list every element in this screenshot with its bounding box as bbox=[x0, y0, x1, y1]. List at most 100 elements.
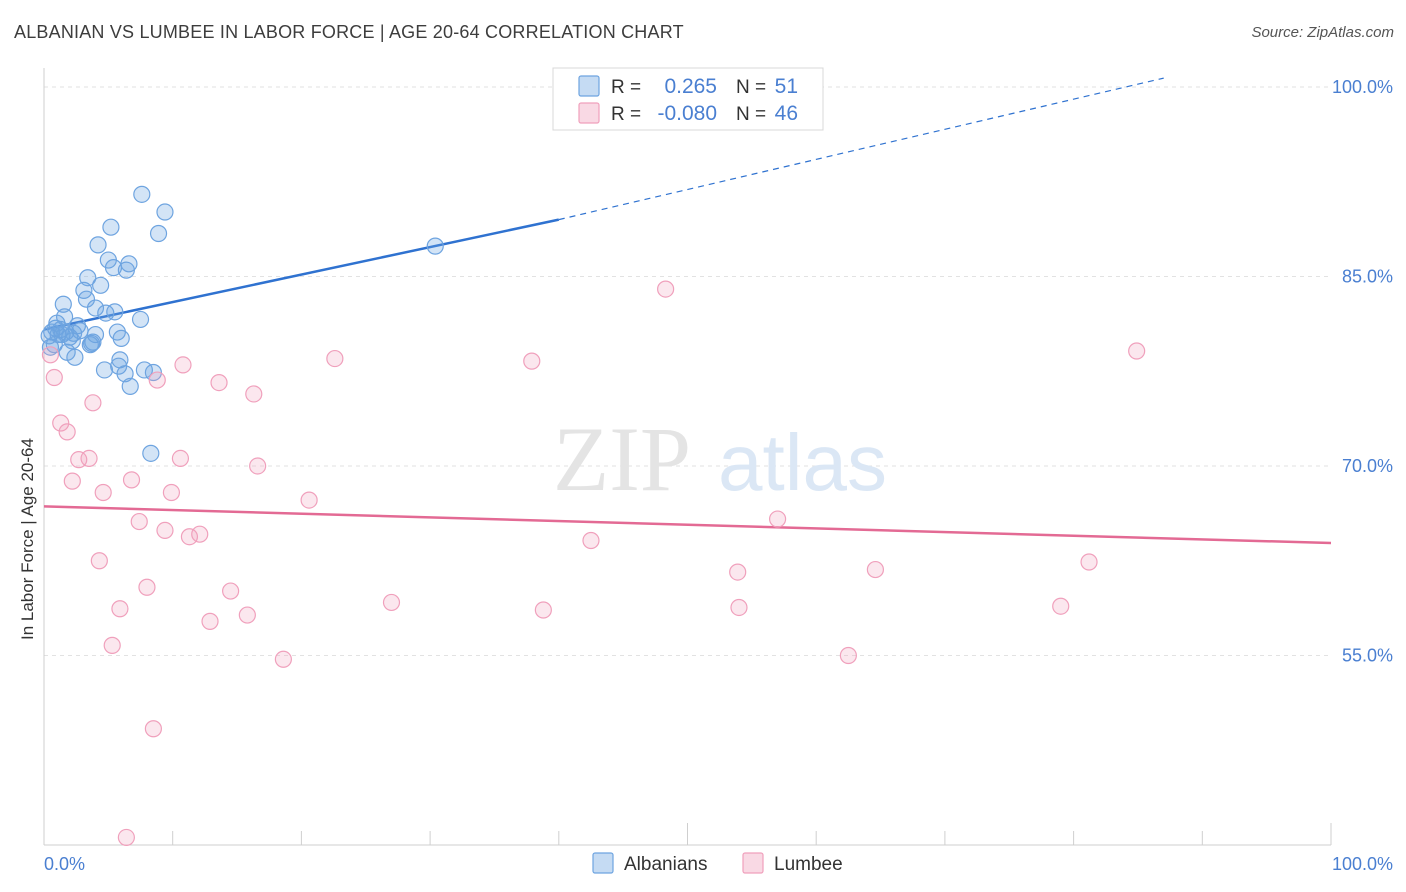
legend-series-label: Albanians bbox=[624, 854, 707, 875]
legend-n-label: N = bbox=[736, 77, 766, 98]
albanian-point bbox=[426, 237, 444, 255]
legend-r-value: -0.080 bbox=[657, 102, 717, 125]
lumbee-point bbox=[63, 472, 81, 490]
lumbee-point bbox=[201, 612, 219, 630]
legend-n-value: 51 bbox=[775, 75, 798, 98]
lumbee-point bbox=[191, 525, 209, 543]
stats-legend: R = 0.265 N = 51 R = -0.080 N = 46 bbox=[552, 67, 824, 131]
lumbee-point bbox=[866, 560, 885, 579]
lumbee-point bbox=[58, 423, 76, 441]
lumbee-point bbox=[839, 646, 857, 665]
albanian-point bbox=[89, 236, 107, 254]
albanian-point bbox=[112, 329, 130, 347]
x-tick-label: 100.0% bbox=[1332, 854, 1393, 874]
lumbee-point bbox=[1080, 553, 1098, 571]
albanian-point bbox=[149, 224, 168, 243]
albanian-point bbox=[95, 361, 114, 379]
legend-r-label: R = bbox=[611, 104, 641, 125]
lumbee-trendline bbox=[43, 505, 1332, 545]
albanian-point bbox=[133, 185, 151, 203]
y-tick-label: 85.0% bbox=[1342, 266, 1393, 286]
albanian-point bbox=[106, 303, 124, 321]
lumbee-point bbox=[111, 600, 129, 618]
albanian-point bbox=[86, 325, 105, 344]
legend-swatch bbox=[578, 102, 600, 124]
legend-n-value: 46 bbox=[775, 102, 798, 125]
chart-title: ALBANIAN VS LUMBEE IN LABOR FORCE | AGE … bbox=[14, 22, 684, 42]
albanian-point bbox=[97, 304, 115, 322]
lumbee-point bbox=[523, 352, 541, 370]
albanian-point bbox=[86, 299, 105, 317]
legend-box bbox=[552, 67, 824, 131]
albanian-point bbox=[79, 269, 97, 287]
albanian-point bbox=[65, 324, 83, 342]
albanian-point bbox=[120, 255, 138, 273]
albanian-point bbox=[142, 444, 160, 462]
legend-swatch bbox=[592, 852, 614, 874]
lumbee-point bbox=[103, 636, 121, 654]
lumbee-point bbox=[80, 449, 98, 467]
lumbee-point bbox=[582, 531, 600, 550]
lumbee-point bbox=[534, 601, 552, 619]
albanian-point bbox=[131, 310, 150, 329]
albanian-point bbox=[102, 218, 120, 236]
lumbee-point bbox=[144, 720, 162, 738]
y-tick-label: 70.0% bbox=[1342, 456, 1393, 476]
albanian-point bbox=[54, 295, 72, 313]
lumbee-point bbox=[162, 483, 181, 502]
lumbee-point bbox=[174, 356, 192, 374]
source-label: Source: ZipAtlas.com bbox=[1251, 24, 1394, 41]
lumbee-point bbox=[245, 385, 263, 403]
albanian-point bbox=[92, 276, 110, 294]
lumbee-point bbox=[222, 582, 240, 600]
lumbee-point bbox=[382, 593, 401, 612]
albanian-point bbox=[121, 377, 139, 395]
lumbee-point bbox=[148, 371, 166, 389]
albanians-trendline-extension bbox=[558, 77, 1164, 221]
watermark: ZIP atlas bbox=[553, 408, 887, 510]
albanian-point bbox=[77, 290, 96, 308]
lumbee-point bbox=[122, 471, 141, 489]
lumbee-point bbox=[300, 491, 318, 509]
lumbee-point bbox=[84, 394, 102, 412]
albanians-trendline bbox=[43, 218, 560, 331]
lumbee-point bbox=[41, 346, 60, 364]
legend-r-label: R = bbox=[611, 77, 641, 98]
legend-swatch bbox=[742, 852, 764, 874]
lumbee-point bbox=[730, 598, 748, 617]
lumbee-point bbox=[180, 528, 199, 546]
lumbee-point bbox=[1052, 597, 1070, 615]
lumbee-point bbox=[45, 368, 63, 387]
y-tick-label: 55.0% bbox=[1342, 645, 1393, 665]
series-legend: Albanians Lumbee bbox=[592, 852, 843, 875]
albanian-point bbox=[156, 203, 174, 221]
legend-n-label: N = bbox=[736, 104, 766, 125]
lumbee-point bbox=[156, 521, 174, 540]
y-tick-label: 100.0% bbox=[1332, 77, 1393, 97]
lumbee-point bbox=[729, 563, 747, 581]
lumbee-point bbox=[249, 457, 267, 475]
lumbee-point bbox=[117, 828, 135, 847]
watermark-zip: ZIP bbox=[553, 408, 691, 510]
legend-swatch bbox=[578, 75, 600, 97]
lumbee-point bbox=[238, 606, 256, 624]
albanian-point bbox=[116, 365, 134, 383]
lumbee-point bbox=[274, 650, 292, 668]
lumbee-point bbox=[326, 349, 344, 368]
lumbee-point bbox=[1128, 342, 1146, 360]
x-tick-label: 0.0% bbox=[44, 854, 85, 874]
lumbee-point bbox=[138, 578, 156, 596]
lumbee-point bbox=[94, 483, 112, 502]
lumbee-point bbox=[90, 552, 108, 570]
lumbee-point bbox=[52, 414, 70, 432]
watermark-atlas: atlas bbox=[718, 418, 887, 507]
lumbee-point bbox=[171, 449, 190, 467]
legend-r-value: 0.265 bbox=[664, 75, 717, 98]
lumbee-point bbox=[657, 280, 675, 298]
albanian-point bbox=[83, 334, 101, 353]
albanian-point bbox=[55, 308, 74, 326]
lumbee-point bbox=[210, 373, 228, 392]
legend-series-label: Lumbee bbox=[774, 854, 843, 875]
albanian-point bbox=[66, 348, 84, 366]
